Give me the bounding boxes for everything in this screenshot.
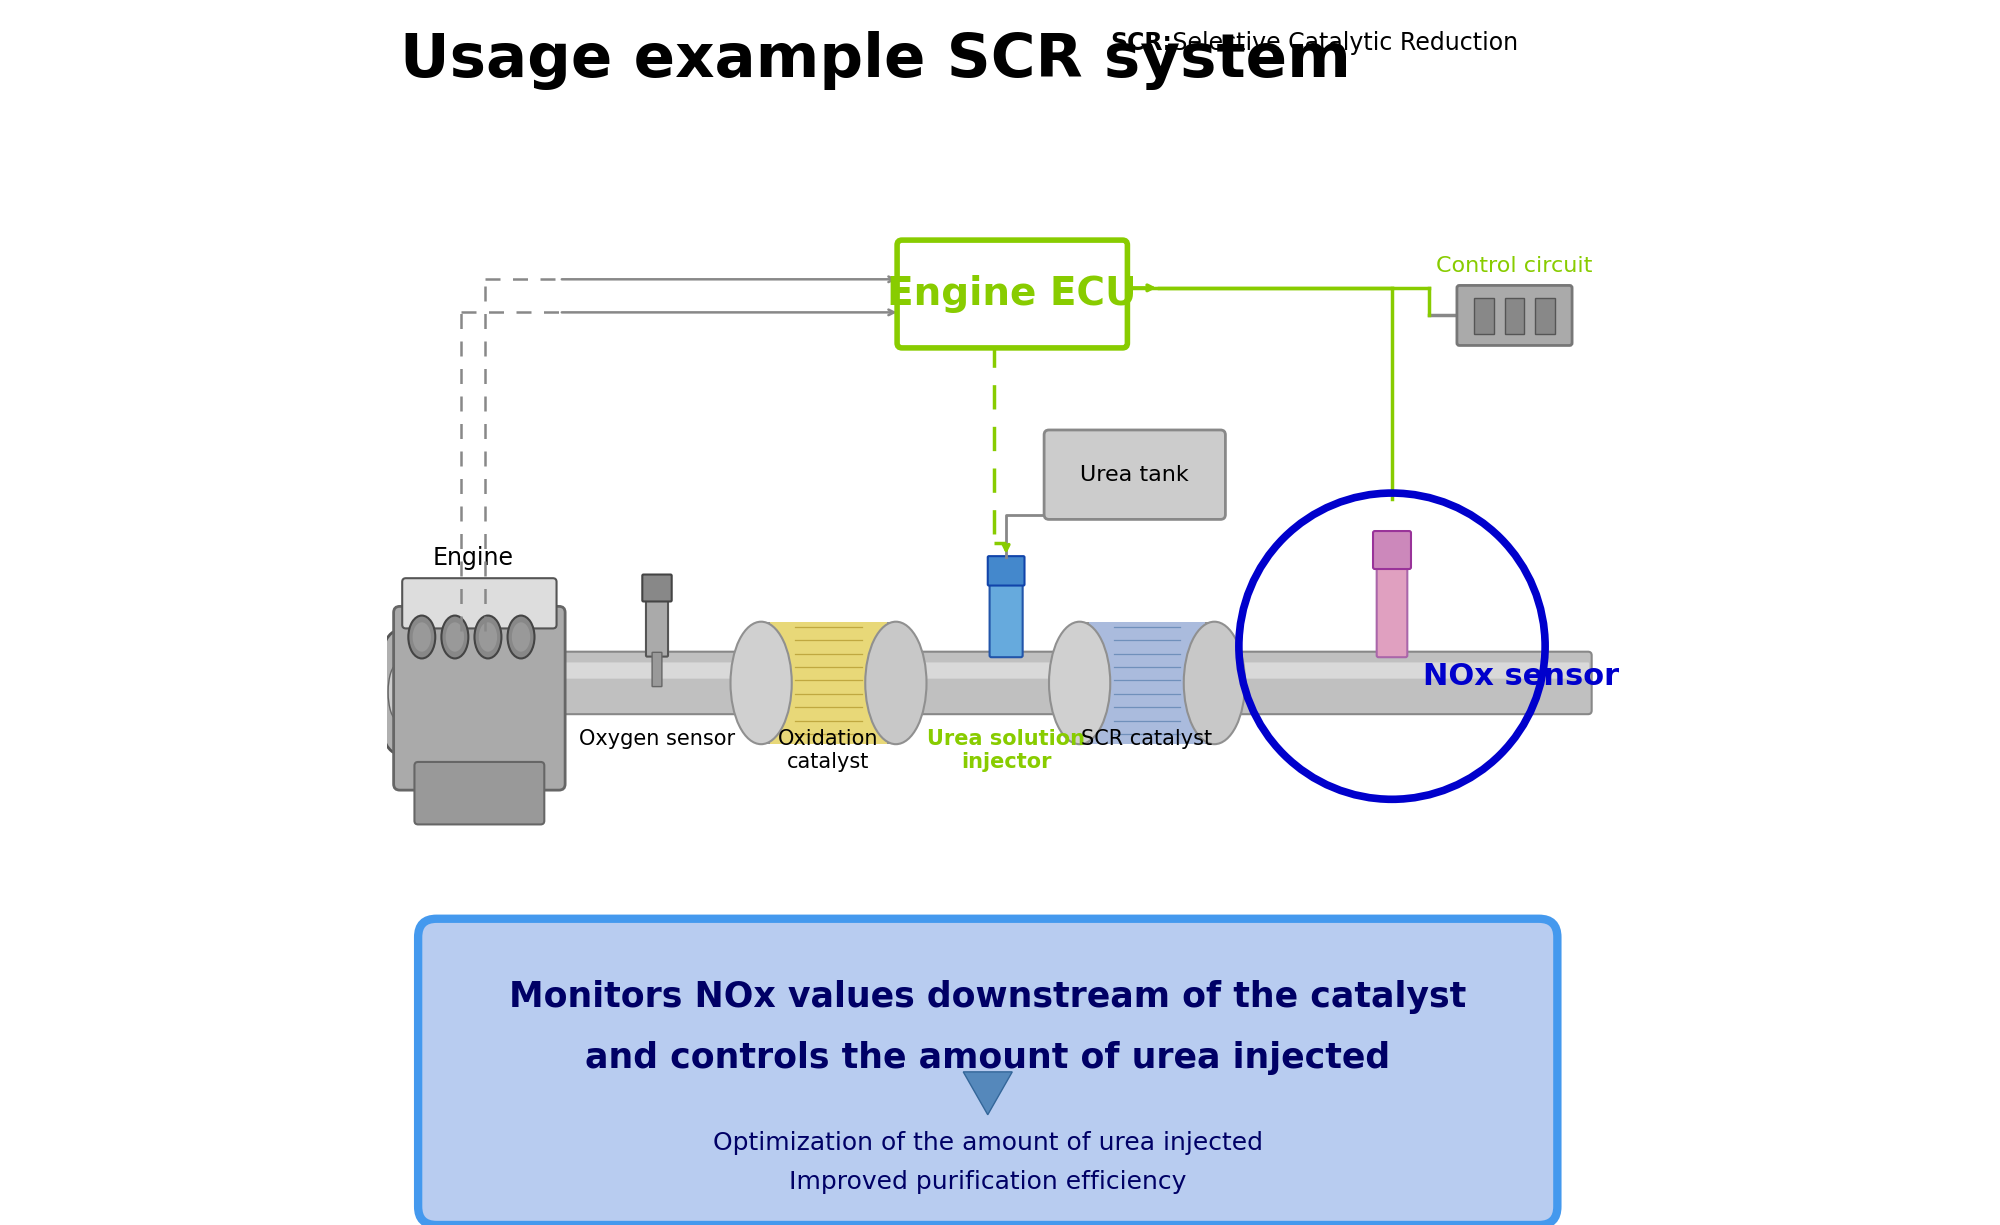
Ellipse shape	[1184, 622, 1244, 744]
Bar	[1536, 298, 1554, 334]
Text: Usage example SCR system: Usage example SCR system	[400, 31, 1350, 89]
FancyBboxPatch shape	[1376, 555, 1408, 657]
Text: Monitors NOx values downstream of the catalyst: Monitors NOx values downstream of the ca…	[510, 980, 1466, 1014]
Bar	[528, 655, 552, 657]
FancyBboxPatch shape	[418, 919, 1558, 1225]
Bar	[1088, 622, 1206, 744]
Ellipse shape	[508, 615, 534, 659]
FancyBboxPatch shape	[988, 556, 1024, 586]
Text: Oxygen sensor: Oxygen sensor	[578, 729, 736, 748]
Ellipse shape	[866, 622, 926, 744]
Text: Optimization of the amount of urea injected: Optimization of the amount of urea injec…	[712, 1131, 1262, 1155]
FancyBboxPatch shape	[898, 240, 1128, 348]
Ellipse shape	[512, 622, 530, 652]
Bar	[1504, 298, 1524, 334]
Polygon shape	[964, 1072, 1012, 1115]
Ellipse shape	[388, 664, 406, 719]
FancyBboxPatch shape	[652, 652, 662, 686]
Bar	[1080, 622, 1214, 744]
Text: Engine ECU: Engine ECU	[888, 274, 1138, 314]
Ellipse shape	[442, 615, 468, 659]
FancyBboxPatch shape	[506, 652, 1592, 714]
Text: SCR catalyst: SCR catalyst	[1082, 729, 1212, 748]
FancyBboxPatch shape	[642, 575, 672, 601]
Ellipse shape	[1048, 622, 1110, 744]
Ellipse shape	[478, 622, 498, 652]
FancyBboxPatch shape	[414, 762, 544, 824]
Ellipse shape	[446, 622, 464, 652]
Ellipse shape	[412, 622, 430, 652]
Bar	[1474, 298, 1494, 334]
Text: Control circuit: Control circuit	[1436, 256, 1592, 276]
FancyBboxPatch shape	[1374, 530, 1410, 568]
Text: Oxidation
catalyst: Oxidation catalyst	[778, 729, 878, 772]
FancyBboxPatch shape	[1044, 430, 1226, 519]
FancyBboxPatch shape	[402, 578, 556, 628]
Ellipse shape	[408, 615, 436, 659]
Ellipse shape	[730, 622, 792, 744]
Text: NOx sensor: NOx sensor	[1422, 663, 1618, 691]
Text: Engine: Engine	[432, 545, 514, 570]
Text: Selective Catalytic Reduction: Selective Catalytic Reduction	[1166, 31, 1518, 55]
FancyBboxPatch shape	[1456, 285, 1572, 345]
Text: SCR:: SCR:	[1110, 31, 1172, 55]
Bar	[762, 622, 896, 744]
Ellipse shape	[376, 631, 418, 753]
FancyBboxPatch shape	[646, 587, 668, 657]
Text: Urea solution
injector: Urea solution injector	[928, 729, 1086, 772]
Ellipse shape	[474, 615, 502, 659]
FancyBboxPatch shape	[508, 663, 1590, 679]
Text: Improved purification efficiency: Improved purification efficiency	[790, 1170, 1186, 1194]
FancyBboxPatch shape	[394, 606, 566, 790]
Text: and controls the amount of urea injected: and controls the amount of urea injected	[586, 1041, 1390, 1076]
Bar	[770, 622, 886, 744]
Text: Urea tank: Urea tank	[1080, 464, 1190, 485]
FancyBboxPatch shape	[990, 573, 1022, 657]
